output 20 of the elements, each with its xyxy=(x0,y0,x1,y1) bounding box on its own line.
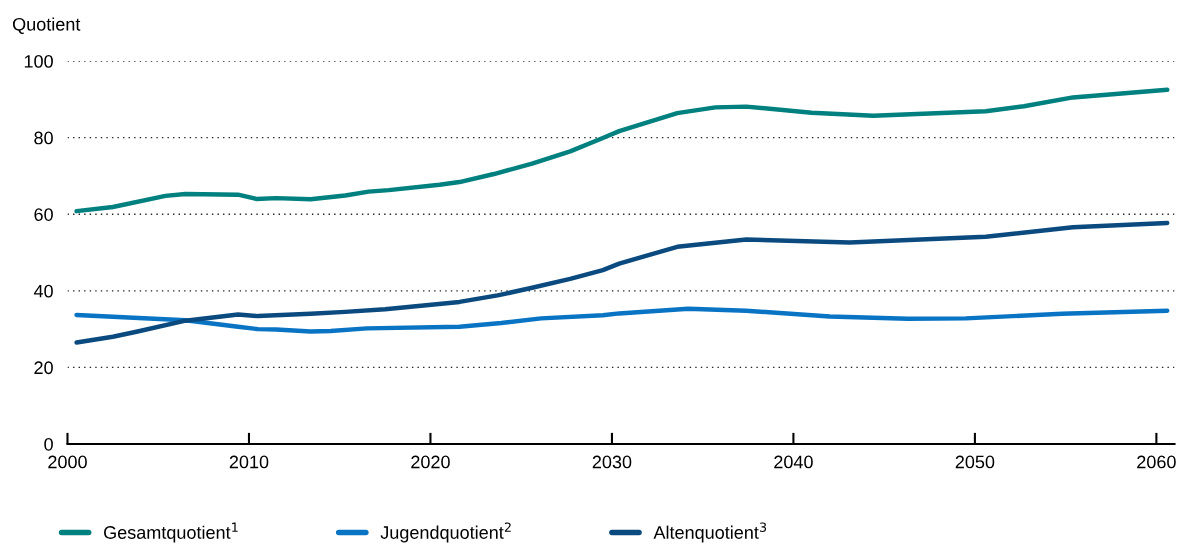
y-tick-label: 0 xyxy=(44,437,53,451)
y-tick-label: 60 xyxy=(34,208,53,221)
x-tick-label: 2020 xyxy=(411,455,450,469)
legend-label: Jugendquotient$^{2}$ xyxy=(380,522,511,543)
legend-label: Altenquotient$^{3}$ xyxy=(653,522,767,543)
x-tick-label: 2010 xyxy=(229,455,269,469)
x-tick-label: 2050 xyxy=(955,455,995,469)
x-tick-label: 2060 xyxy=(1137,455,1176,469)
y-tick-label: 40 xyxy=(33,284,53,298)
line-series xyxy=(74,306,1170,334)
legend-label: Gesamtquotient$^{1}$ xyxy=(104,522,238,543)
x-tick-label: 2000 xyxy=(48,455,87,469)
y-tick-label: 20 xyxy=(34,361,53,375)
line-series xyxy=(74,87,1170,214)
y-axis-title: Quotient xyxy=(12,17,81,34)
x-tick-label: 2030 xyxy=(592,455,632,469)
y-tick-label: 100 xyxy=(24,54,53,68)
y-tick-label: 80 xyxy=(34,131,53,145)
line-series xyxy=(74,220,1170,345)
x-tick-label: 2040 xyxy=(774,455,813,469)
